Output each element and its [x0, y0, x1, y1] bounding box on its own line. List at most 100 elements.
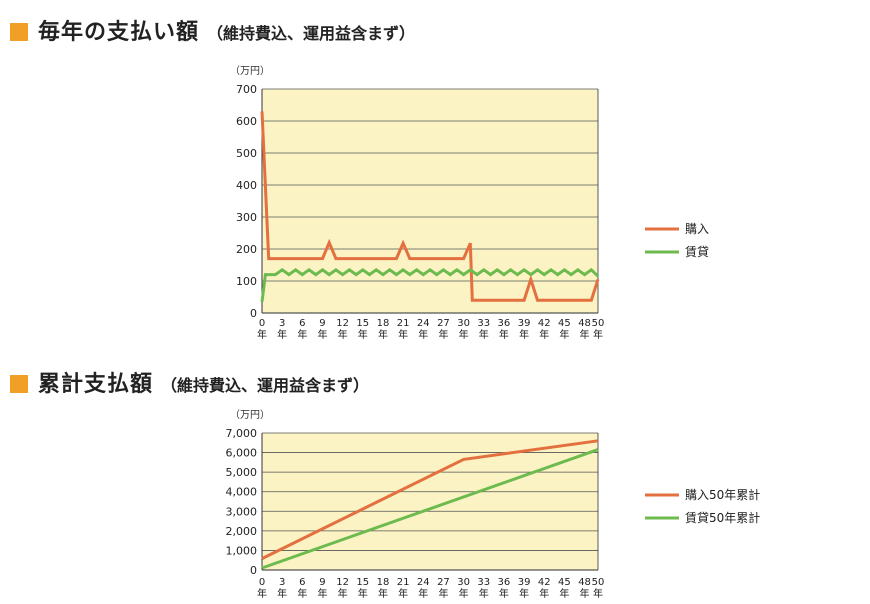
x-tick-suffix: 年 — [559, 587, 569, 600]
x-tick-suffix: 年 — [418, 328, 428, 341]
x-tick-suffix: 年 — [499, 328, 509, 341]
x-tick-label: 36 — [498, 318, 511, 329]
y-tick-label: 100 — [236, 275, 257, 288]
x-tick-label: 33 — [477, 577, 490, 588]
x-tick-label: 3 — [279, 577, 285, 588]
x-tick-label: 24 — [417, 577, 430, 588]
x-tick-label: 48 — [578, 577, 591, 588]
x-tick-suffix: 年 — [277, 587, 287, 600]
x-tick-suffix: 年 — [593, 587, 603, 600]
x-tick-label: 27 — [437, 318, 450, 329]
x-tick-label: 3 — [279, 318, 285, 329]
y-tick-label: 700 — [236, 83, 257, 96]
x-tick-suffix: 年 — [479, 587, 489, 600]
x-tick-suffix: 年 — [459, 328, 469, 341]
x-tick-suffix: 年 — [257, 328, 267, 341]
x-tick-suffix: 年 — [593, 328, 603, 341]
x-tick-suffix: 年 — [519, 328, 529, 341]
y-tick-label: 300 — [236, 211, 257, 224]
legend-label-buy: 購入 — [685, 222, 709, 236]
y-tick-label: 600 — [236, 115, 257, 128]
x-tick-suffix: 年 — [297, 587, 307, 600]
x-tick-suffix: 年 — [559, 328, 569, 341]
x-tick-suffix: 年 — [358, 587, 368, 600]
x-tick-label: 21 — [397, 577, 410, 588]
x-tick-suffix: 年 — [398, 587, 408, 600]
x-tick-suffix: 年 — [378, 328, 388, 341]
y-tick-label: 4,000 — [226, 486, 258, 499]
x-tick-label: 0 — [259, 577, 265, 588]
x-tick-label: 45 — [558, 577, 571, 588]
section-cumulative-title: 累計支払額 （維持費込、運用益含まず） — [10, 366, 369, 398]
x-tick-suffix: 年 — [277, 328, 287, 341]
x-tick-label: 18 — [377, 318, 390, 329]
y-tick-label: 3,000 — [226, 505, 258, 518]
x-tick-suffix: 年 — [297, 328, 307, 341]
x-tick-label: 15 — [356, 577, 369, 588]
x-tick-suffix: 年 — [438, 328, 448, 341]
x-tick-label: 12 — [336, 318, 349, 329]
x-tick-label: 9 — [319, 318, 325, 329]
legend-label-rent: 賃貸50年累計 — [685, 510, 760, 525]
x-tick-suffix: 年 — [418, 587, 428, 600]
x-tick-suffix: 年 — [317, 587, 327, 600]
x-tick-label: 50 — [592, 577, 605, 588]
series-line-rent — [261, 448, 599, 570]
x-tick-label: 45 — [558, 318, 571, 329]
legend-label-rent: 賃貸 — [685, 244, 709, 259]
y-tick-label: 0 — [250, 564, 257, 577]
annual-payment-subtitle: （維持費込、運用益含まず） — [207, 24, 416, 43]
x-tick-suffix: 年 — [580, 587, 590, 600]
x-tick-label: 6 — [299, 318, 305, 329]
y-tick-label: 1,000 — [226, 544, 258, 557]
y-tick-label: 2,000 — [226, 525, 258, 538]
x-tick-label: 18 — [377, 577, 390, 588]
x-tick-label: 9 — [319, 577, 325, 588]
cumulative-payment-subtitle: （維持費込、運用益含まず） — [161, 376, 370, 395]
x-tick-suffix: 年 — [257, 587, 267, 600]
y-tick-label: 7,000 — [226, 427, 258, 440]
x-tick-suffix: 年 — [378, 587, 388, 600]
x-tick-label: 50 — [592, 318, 605, 329]
x-tick-suffix: 年 — [539, 328, 549, 341]
x-tick-label: 42 — [538, 318, 551, 329]
orange-square-icon — [10, 23, 28, 41]
x-tick-suffix: 年 — [398, 328, 408, 341]
x-tick-suffix: 年 — [519, 587, 529, 600]
series-line-rent — [260, 267, 600, 302]
annual-payment-title: 毎年の支払い額 — [38, 20, 200, 45]
x-tick-suffix: 年 — [499, 587, 509, 600]
y-tick-label: 200 — [236, 243, 257, 256]
y-tick-label: 5,000 — [226, 466, 258, 479]
x-tick-suffix: 年 — [539, 587, 549, 600]
unit-label: （万円） — [230, 65, 270, 77]
x-tick-suffix: 年 — [459, 587, 469, 600]
x-tick-suffix: 年 — [438, 587, 448, 600]
x-tick-suffix: 年 — [358, 328, 368, 341]
section-annual-title: 毎年の支払い額 （維持費込、運用益含まず） — [10, 14, 415, 46]
x-tick-suffix: 年 — [338, 328, 348, 341]
x-tick-label: 39 — [518, 577, 531, 588]
orange-square-icon — [10, 375, 28, 393]
x-tick-label: 24 — [417, 318, 430, 329]
x-tick-label: 0 — [259, 318, 265, 329]
x-tick-label: 39 — [518, 318, 531, 329]
x-tick-label: 48 — [578, 318, 591, 329]
x-tick-suffix: 年 — [580, 328, 590, 341]
y-tick-label: 6,000 — [226, 447, 258, 460]
x-tick-label: 21 — [397, 318, 410, 329]
annual-payment-chart: 0100200300400500600700（万円）0年3年6年9年12年15年… — [230, 65, 709, 341]
y-tick-label: 400 — [236, 179, 257, 192]
x-tick-label: 15 — [356, 318, 369, 329]
x-tick-label: 30 — [457, 577, 470, 588]
x-tick-suffix: 年 — [317, 328, 327, 341]
x-tick-label: 27 — [437, 577, 450, 588]
x-tick-label: 6 — [299, 577, 305, 588]
y-tick-label: 500 — [236, 147, 257, 160]
series-line-buy — [260, 111, 600, 302]
x-tick-label: 36 — [498, 577, 511, 588]
x-tick-suffix: 年 — [338, 587, 348, 600]
series-line-buy — [261, 439, 599, 560]
x-tick-suffix: 年 — [479, 328, 489, 341]
